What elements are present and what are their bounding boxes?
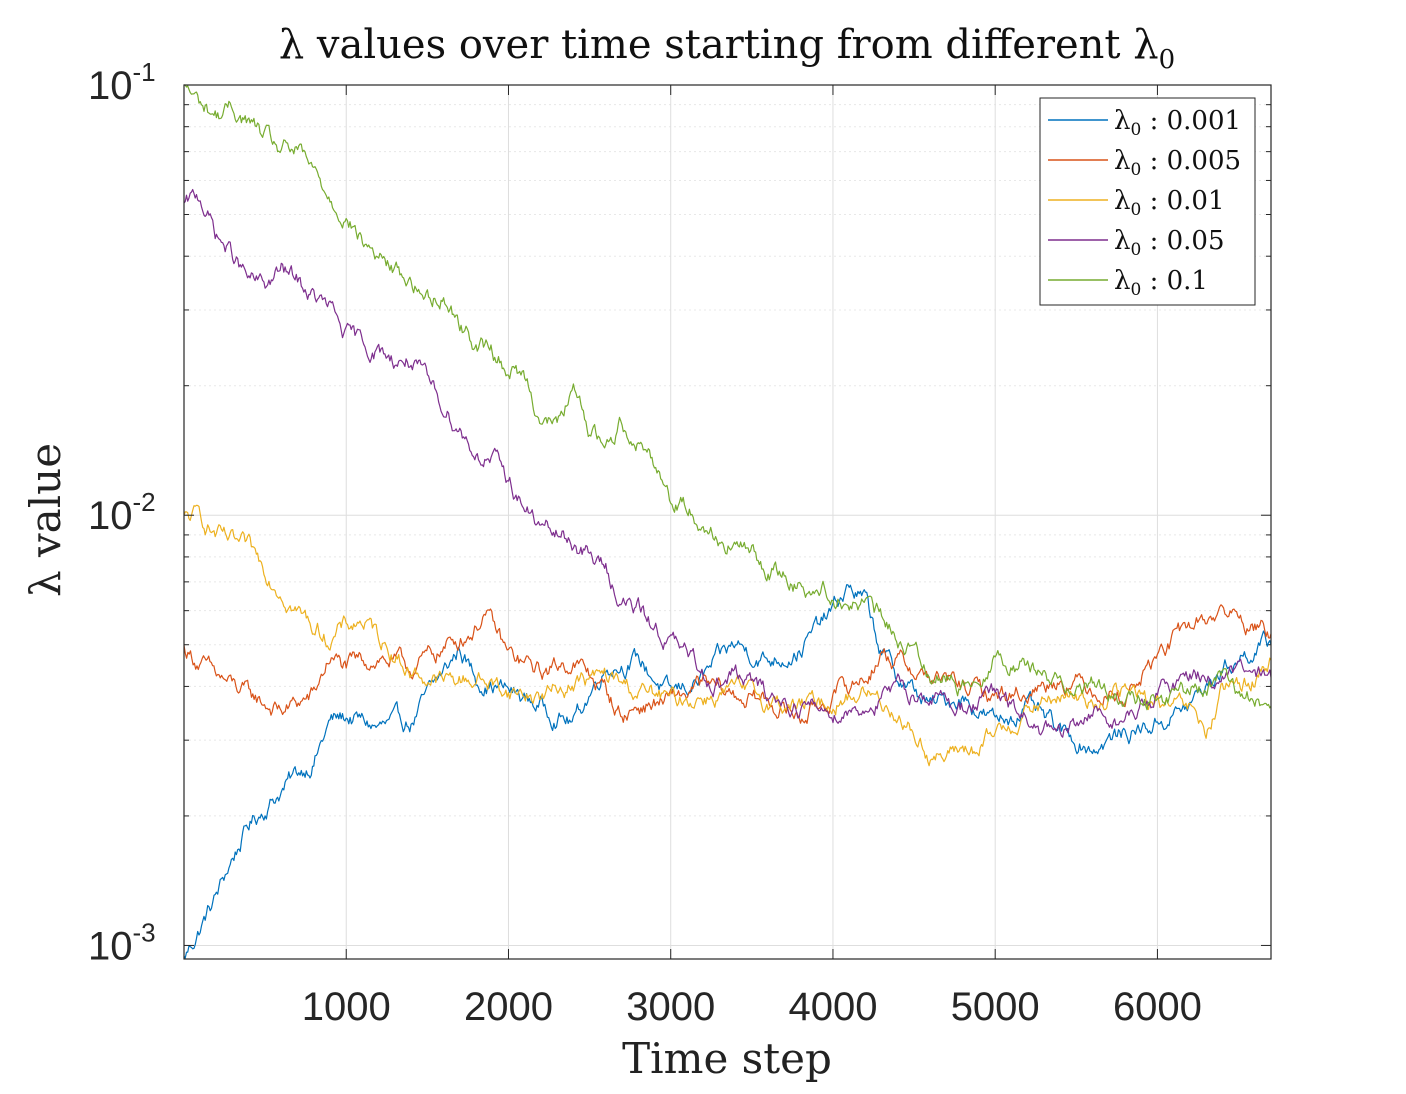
series-line-5 [184, 84, 1272, 711]
chart-title-subscript: 0 [1159, 45, 1176, 75]
x-tick-label: 5000 [951, 985, 1040, 1029]
y-tick-label-exponent: -1 [133, 57, 156, 87]
legend-label: λ0 : 0.005 [1114, 146, 1241, 180]
legend-label: λ0 : 0.001 [1114, 106, 1241, 140]
x-tick-label: 4000 [788, 985, 877, 1029]
series-lines [183, 84, 1272, 959]
y-tick-label-base: 10 [88, 494, 133, 538]
y-axis-label: λ value [21, 443, 70, 597]
legend-label-symbol: λ [1114, 226, 1130, 256]
legend-label-value: : 0.001 [1141, 106, 1241, 136]
y-tick-label: 10-3 [88, 917, 156, 968]
legend-label-subscript: 0 [1130, 280, 1141, 300]
x-tick-label: 2000 [464, 985, 553, 1029]
chart-title: λ values over time starting from differe… [279, 22, 1175, 75]
y-tick-label-base: 10 [88, 924, 133, 968]
legend-label-subscript: 0 [1130, 200, 1141, 220]
legend-label-symbol: λ [1114, 186, 1130, 216]
series-line-4 [183, 188, 1272, 738]
legend-label-value: : 0.1 [1141, 266, 1208, 296]
axes-box [183, 84, 1272, 960]
x-tick-label: 6000 [1113, 985, 1202, 1029]
chart-title-main: λ values over time starting from differe… [279, 22, 1159, 68]
x-tick-label: 3000 [626, 985, 715, 1029]
y-tick-label-exponent: -3 [133, 917, 156, 947]
x-axis-ticks: 1000 2000 3000 4000 5000 6000 [302, 85, 1202, 1029]
legend-label-value: : 0.005 [1141, 146, 1241, 176]
legend-label-symbol: λ [1114, 146, 1130, 176]
x-axis-label: Time step [622, 1034, 832, 1083]
legend-label: λ0 : 0.05 [1114, 226, 1225, 260]
series-line-3 [183, 504, 1272, 767]
legend-label-subscript: 0 [1130, 160, 1141, 180]
legend-label-symbol: λ [1114, 266, 1130, 296]
legend-label-value: : 0.05 [1141, 226, 1224, 256]
y-tick-label-base: 10 [88, 64, 133, 108]
y-tick-label: 10-2 [88, 487, 156, 538]
x-tick-label: 1000 [302, 985, 391, 1029]
legend-label: λ0 : 0.1 [1114, 266, 1208, 300]
legend-label-value: : 0.01 [1141, 186, 1224, 216]
y-tick-label-exponent: -2 [133, 487, 156, 517]
legend-label: λ0 : 0.01 [1114, 186, 1225, 220]
legend-box [1039, 97, 1256, 306]
y-tick-label: 10-1 [88, 57, 156, 108]
series-line-2 [183, 604, 1272, 724]
y-axis-ticks: 10-310-210-1 [88, 57, 1271, 968]
legend-label-subscript: 0 [1130, 240, 1141, 260]
legend-label-symbol: λ [1114, 106, 1130, 136]
series-line-1 [183, 584, 1272, 959]
legend-label-subscript: 0 [1130, 120, 1141, 140]
